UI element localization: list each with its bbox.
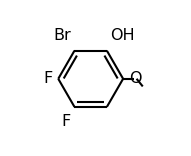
Text: Br: Br <box>53 29 71 44</box>
Text: F: F <box>62 114 71 129</box>
Text: F: F <box>43 71 52 86</box>
Text: O: O <box>129 71 141 86</box>
Text: OH: OH <box>111 29 135 44</box>
